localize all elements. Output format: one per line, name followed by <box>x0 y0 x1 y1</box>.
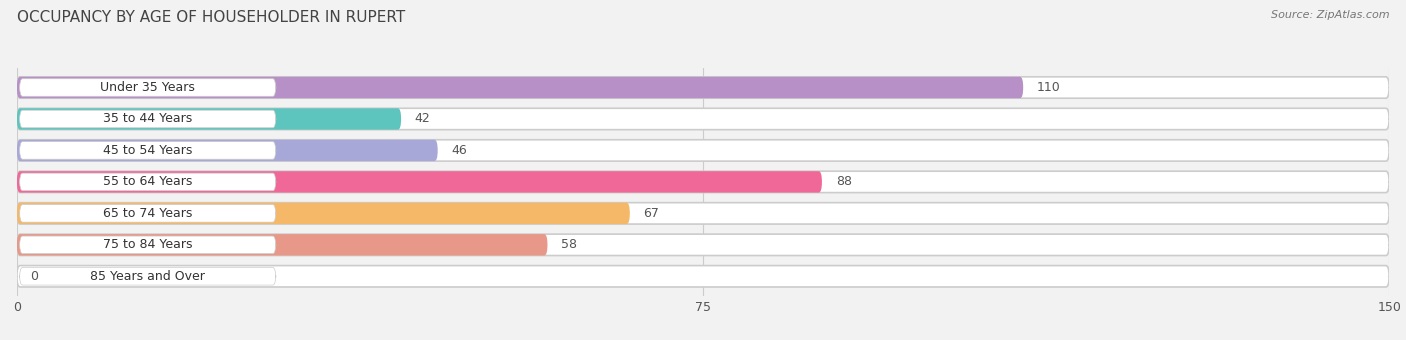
Text: 55 to 64 Years: 55 to 64 Years <box>103 175 193 188</box>
FancyBboxPatch shape <box>17 108 401 130</box>
Text: 46: 46 <box>451 144 467 157</box>
FancyBboxPatch shape <box>17 266 1389 287</box>
Text: 45 to 54 Years: 45 to 54 Years <box>103 144 193 157</box>
Text: 0: 0 <box>31 270 38 283</box>
FancyBboxPatch shape <box>17 234 547 256</box>
FancyBboxPatch shape <box>17 140 1389 161</box>
FancyBboxPatch shape <box>20 268 276 285</box>
FancyBboxPatch shape <box>20 110 276 128</box>
Text: 35 to 44 Years: 35 to 44 Years <box>103 113 193 125</box>
FancyBboxPatch shape <box>20 173 276 191</box>
Text: 65 to 74 Years: 65 to 74 Years <box>103 207 193 220</box>
Text: OCCUPANCY BY AGE OF HOUSEHOLDER IN RUPERT: OCCUPANCY BY AGE OF HOUSEHOLDER IN RUPER… <box>17 10 405 25</box>
Text: 75 to 84 Years: 75 to 84 Years <box>103 238 193 251</box>
FancyBboxPatch shape <box>17 140 437 161</box>
FancyBboxPatch shape <box>20 79 276 96</box>
FancyBboxPatch shape <box>17 171 1389 192</box>
Text: 58: 58 <box>561 238 578 251</box>
Text: 110: 110 <box>1036 81 1060 94</box>
FancyBboxPatch shape <box>17 234 1389 256</box>
Text: Under 35 Years: Under 35 Years <box>100 81 195 94</box>
FancyBboxPatch shape <box>17 203 630 224</box>
Text: 85 Years and Over: 85 Years and Over <box>90 270 205 283</box>
FancyBboxPatch shape <box>17 171 823 192</box>
Text: 67: 67 <box>644 207 659 220</box>
FancyBboxPatch shape <box>17 108 1389 130</box>
FancyBboxPatch shape <box>17 77 1389 98</box>
Text: 42: 42 <box>415 113 430 125</box>
Text: 88: 88 <box>835 175 852 188</box>
FancyBboxPatch shape <box>17 203 1389 224</box>
FancyBboxPatch shape <box>20 205 276 222</box>
FancyBboxPatch shape <box>20 142 276 159</box>
FancyBboxPatch shape <box>17 77 1024 98</box>
Text: Source: ZipAtlas.com: Source: ZipAtlas.com <box>1271 10 1389 20</box>
FancyBboxPatch shape <box>20 236 276 254</box>
